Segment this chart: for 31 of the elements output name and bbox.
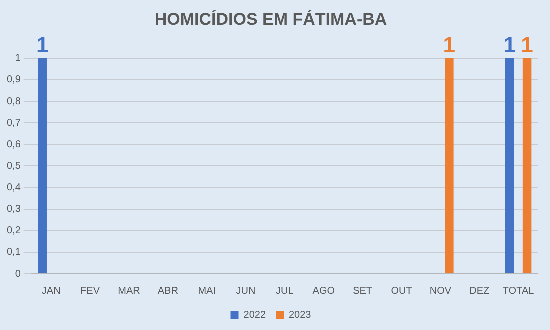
y-tick-label: 0,9 (6, 74, 22, 86)
x-tick-label: SET (353, 286, 373, 297)
x-tick-label: JUL (276, 286, 294, 297)
y-tick-label: 0,6 (6, 139, 22, 150)
x-tick-label: MAI (198, 286, 216, 297)
x-tick-label: AGO (312, 286, 336, 297)
x-tick-label: NOV (430, 286, 452, 297)
x-tick-label: FEV (80, 286, 100, 297)
y-tick-label: 0,2 (6, 226, 22, 237)
x-tick-label: JUN (236, 286, 256, 297)
y-tick-label: 0,7 (6, 118, 22, 129)
x-tick-label: ABR (158, 286, 178, 297)
data-label: 1 (36, 32, 49, 58)
x-tick-label: MAR (118, 286, 140, 297)
y-tick-label: 0,5 (6, 160, 22, 172)
y-tick-label: 0,3 (6, 204, 22, 216)
data-label: 1 (443, 32, 456, 58)
y-tick-label: 0,4 (6, 182, 22, 194)
legend-label: 2022 (244, 310, 266, 321)
y-tick-label: 0,8 (6, 96, 22, 108)
y-tick-label: 0,1 (6, 247, 22, 258)
x-tick-label: OUT (391, 286, 412, 297)
y-tick-label: 0 (15, 268, 22, 280)
data-label: 1 (504, 32, 516, 58)
x-tick-label: TOTAL (502, 286, 535, 297)
x-tick-label: DEZ (470, 286, 490, 297)
legend-label: 2023 (289, 310, 312, 321)
y-tick-label: 1 (15, 53, 22, 64)
data-label: 1 (521, 32, 534, 58)
x-tick-label: JAN (42, 286, 61, 297)
chart-title: HOMICÍDIOS EM FÁTIMA-BA (154, 8, 388, 29)
